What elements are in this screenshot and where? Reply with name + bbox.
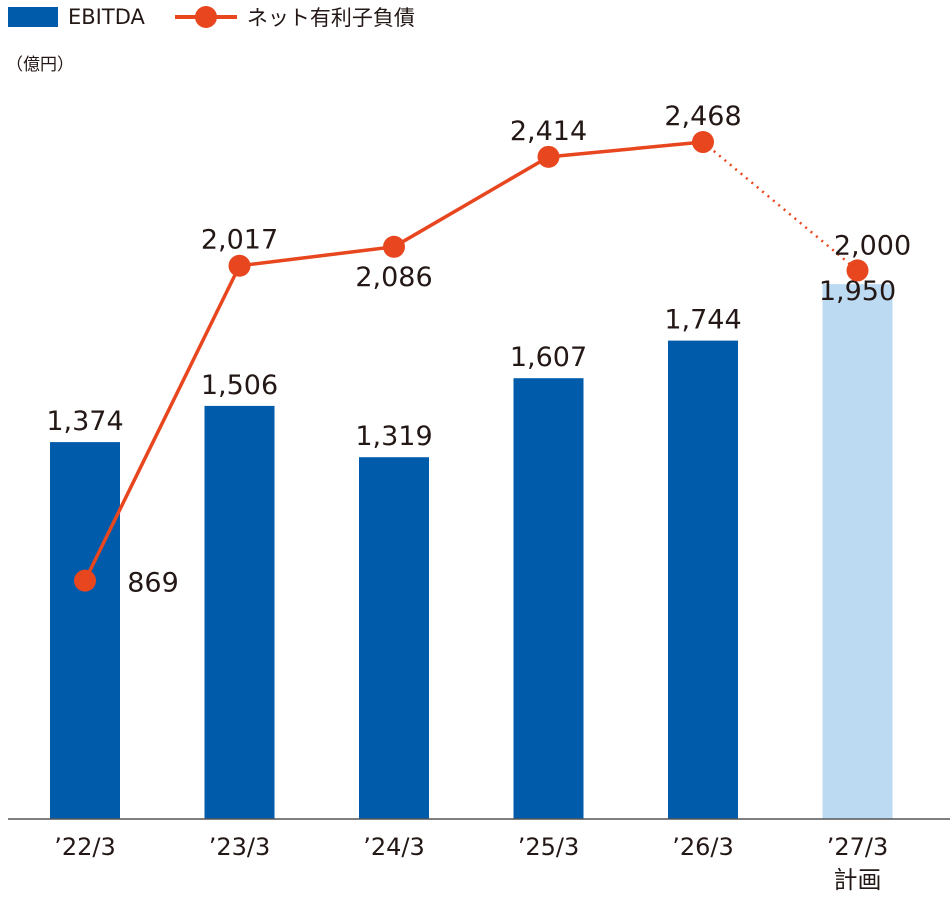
ebitda-bar <box>822 284 893 819</box>
net-debt-value-label: 2,414 <box>510 116 587 147</box>
net-debt-point <box>74 569 96 592</box>
legend-label-net-debt: ネット有利子負債 <box>246 6 415 30</box>
ebitda-bar <box>668 340 738 819</box>
net-debt-point <box>383 235 405 258</box>
net-debt-line-segment <box>548 140 704 159</box>
ebitda-bar <box>513 378 584 819</box>
legend-item-net-debt: ネット有利子負債 <box>174 2 415 32</box>
legend-swatch-net-debt <box>174 6 237 28</box>
net-debt-value-label: 869 <box>127 568 179 599</box>
x-tick-label: ’26/3 <box>672 833 734 861</box>
legend-label-ebitda: EBITDA <box>68 5 145 29</box>
net-debt-value-label: 2,086 <box>355 262 432 293</box>
ebitda-value-label: 1,374 <box>46 406 123 437</box>
x-tick-label: ’24/3 <box>363 833 425 861</box>
ebitda-bar <box>50 442 120 819</box>
net-debt-point <box>537 145 560 168</box>
x-tick-label: ’22/3 <box>54 833 116 861</box>
net-debt-point <box>692 131 714 154</box>
x-tick-sublabel: 計画 <box>834 866 882 894</box>
ebitda-value-label: 1,506 <box>201 370 278 401</box>
ebitda-value-label: 1,319 <box>355 421 432 452</box>
net-debt-value-label: 2,468 <box>664 101 741 132</box>
legend-swatch-ebitda <box>8 7 58 27</box>
net-debt-value-label: 2,000 <box>834 230 911 261</box>
x-tick-label: ’25/3 <box>518 833 580 861</box>
x-tick-label: ’27/3 <box>827 833 889 861</box>
chart-legend: EBITDA ネット有利子負債 <box>8 2 445 32</box>
net-debt-point <box>228 254 251 277</box>
legend-item-ebitda: EBITDA <box>8 5 145 29</box>
net-debt-point <box>846 259 869 282</box>
net-debt-line-segment <box>83 264 242 582</box>
ebitda-value-label: 1,744 <box>664 305 741 336</box>
unit-label: （億円） <box>6 55 74 75</box>
x-tick-label: ’23/3 <box>209 833 271 861</box>
ebitda-value-label: 1,607 <box>510 342 587 373</box>
net-debt-line-segment <box>239 245 395 268</box>
ebitda-bar <box>204 405 275 819</box>
net-debt-value-label: 2,017 <box>201 225 278 256</box>
net-debt-line-segment <box>393 155 550 249</box>
ebitda-bar <box>359 457 429 819</box>
